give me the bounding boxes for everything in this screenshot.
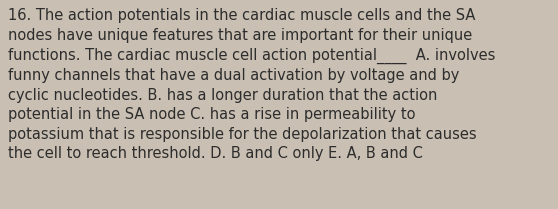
- Text: 16. The action potentials in the cardiac muscle cells and the SA
nodes have uniq: 16. The action potentials in the cardiac…: [8, 8, 496, 162]
